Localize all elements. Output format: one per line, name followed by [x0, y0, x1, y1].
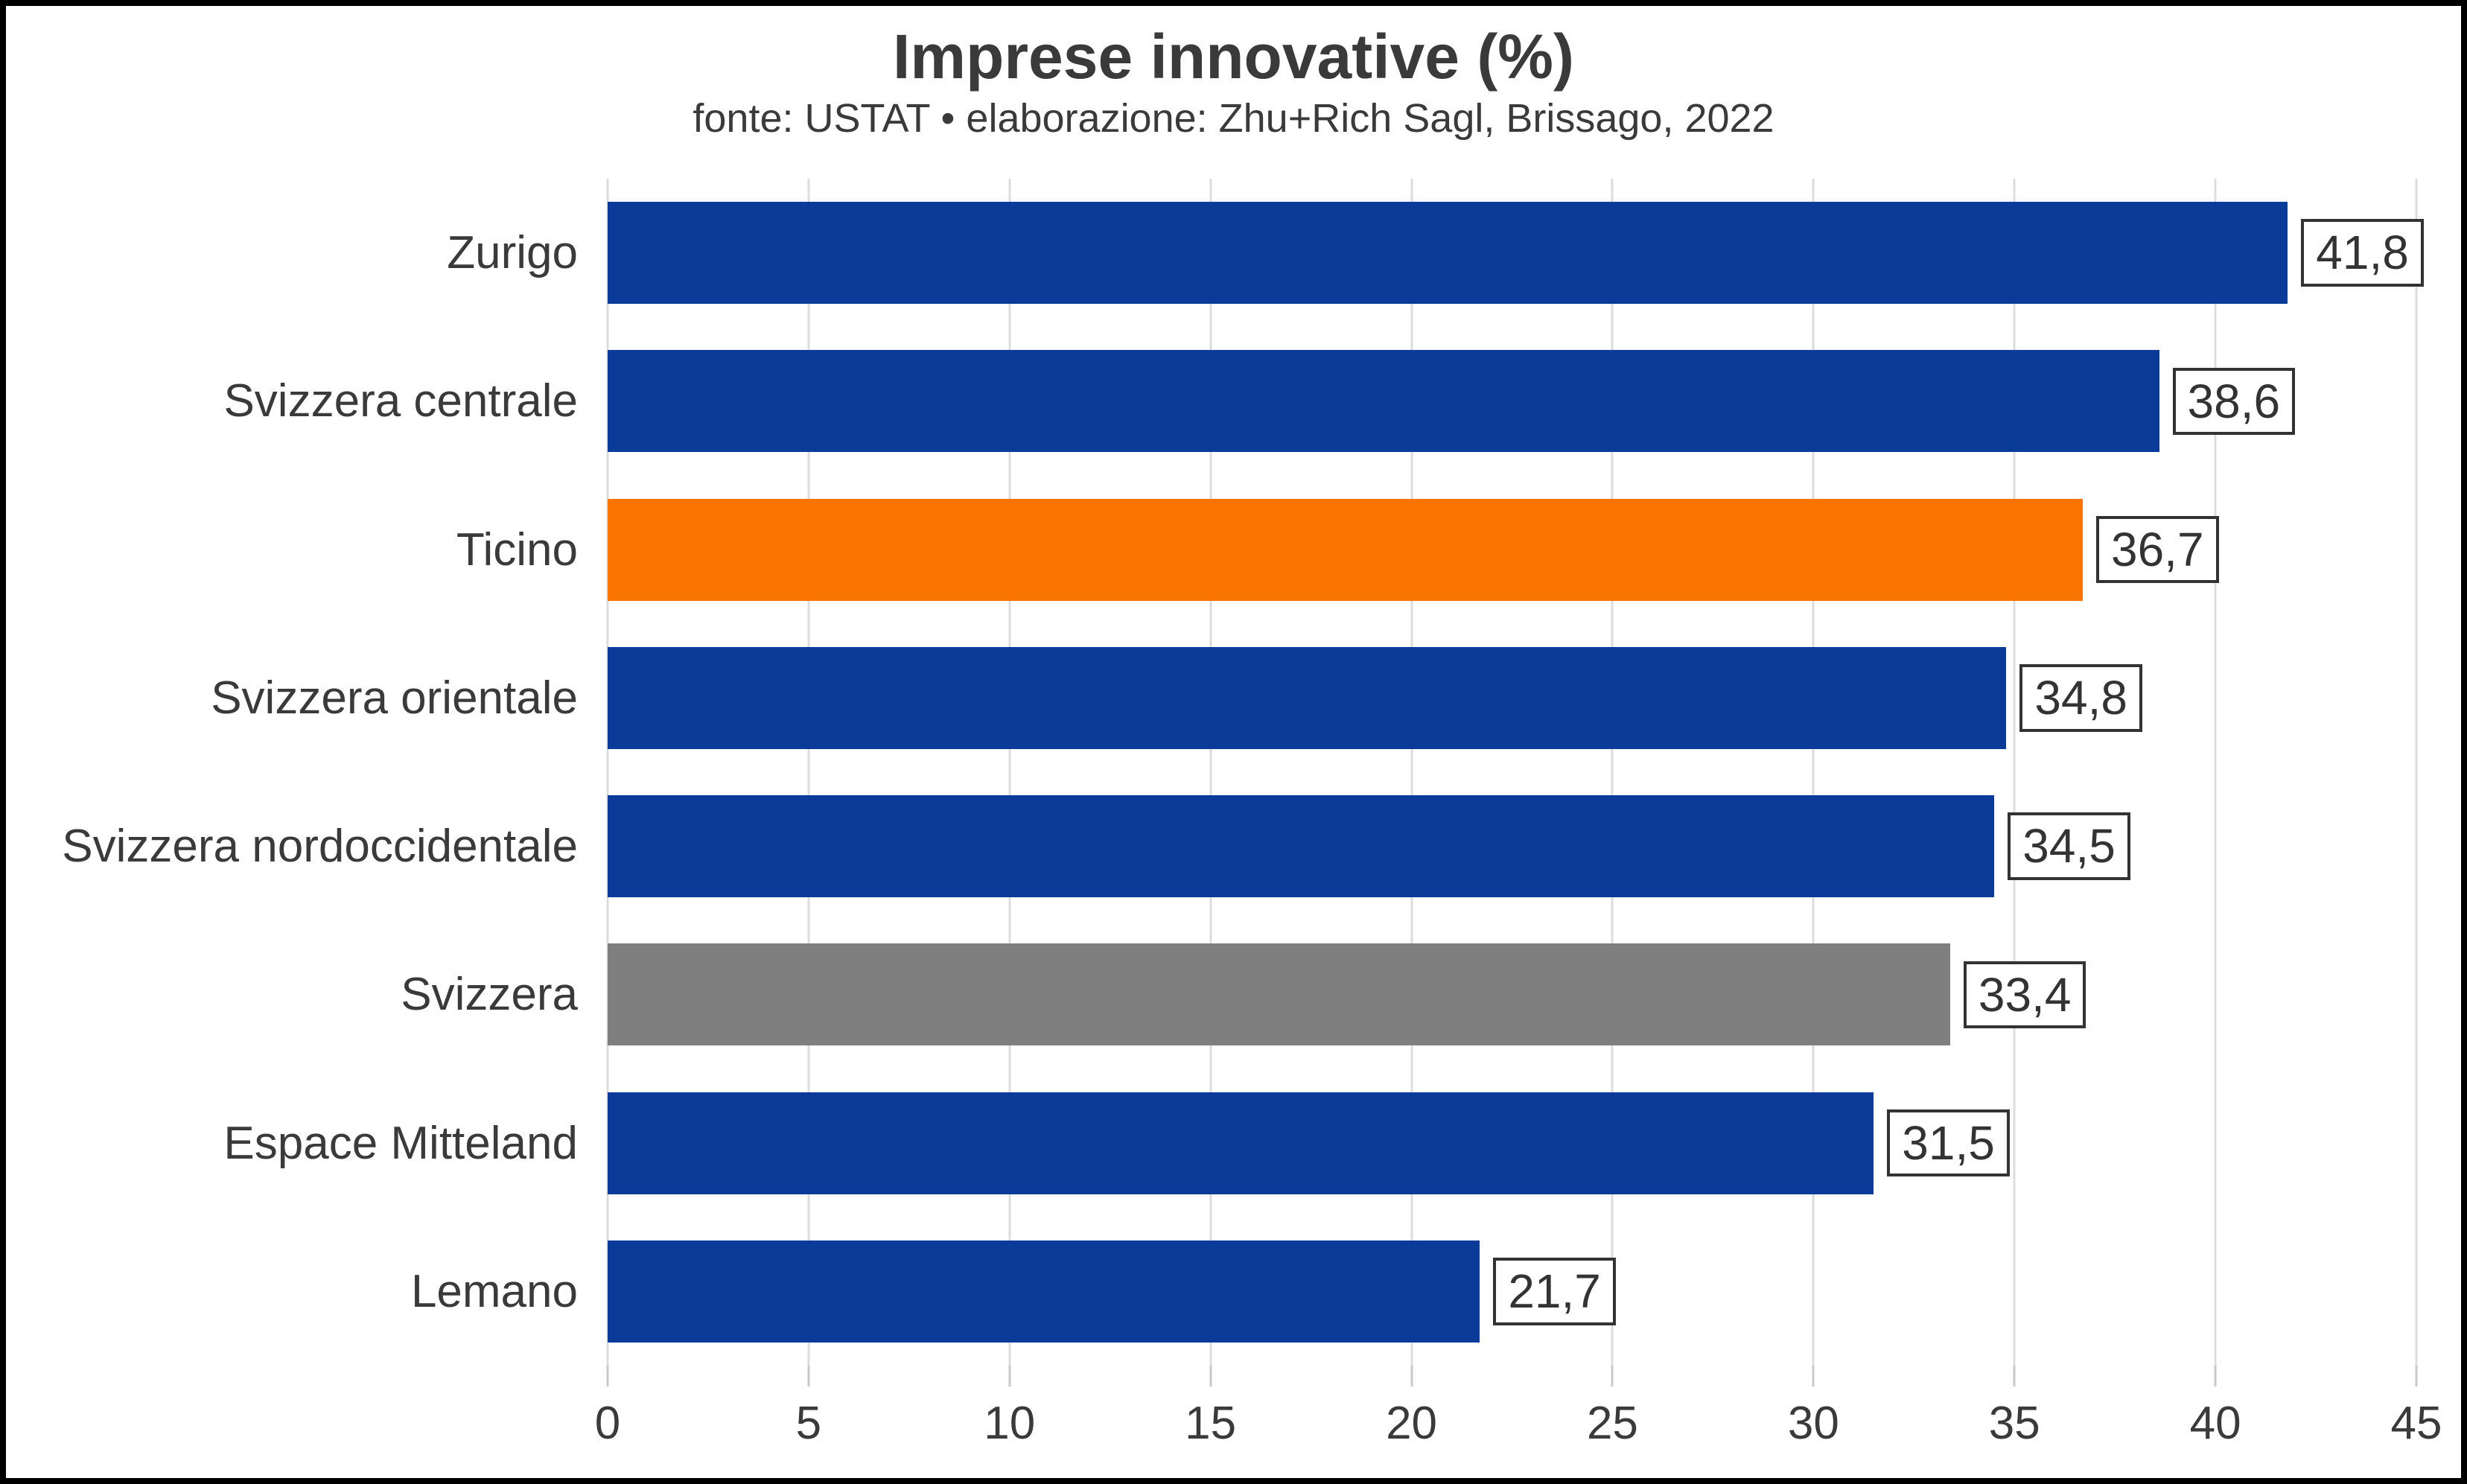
x-tick-45	[2415, 1366, 2418, 1386]
value-label: 31,5	[1887, 1109, 2010, 1177]
bar-espace-mitteland	[608, 1092, 1874, 1194]
category-label: Espace Mitteland	[223, 1117, 578, 1169]
gridline-15	[1209, 179, 1212, 1366]
value-label: 33,4	[1963, 961, 2086, 1029]
category-label: Svizzera orientale	[211, 672, 578, 724]
chart-header: Imprese innovative (%) fonte: USTAT • el…	[6, 24, 2461, 141]
x-tick-15	[1209, 1366, 1212, 1386]
x-tick-label-5: 5	[795, 1398, 822, 1449]
bar-row: 34,8	[608, 624, 2416, 772]
x-tick-5	[807, 1366, 810, 1386]
gridline-10	[1008, 179, 1011, 1366]
x-tick-35	[2013, 1366, 2016, 1386]
category-axis: Zurigo Svizzera centrale Ticino Svizzera or…	[6, 179, 578, 1366]
category-label: Zurigo	[447, 227, 578, 279]
gridline-40	[2214, 179, 2217, 1366]
value-label: 38,6	[2172, 367, 2296, 436]
gridline-30	[1812, 179, 1815, 1366]
x-tick-label-25: 25	[1586, 1398, 1638, 1449]
chart-title: Imprese innovative (%)	[893, 22, 1574, 92]
x-tick-label-35: 35	[1988, 1398, 2040, 1449]
bar-svizzera-nordoccidentale	[608, 795, 1995, 898]
plot-area: 41,8 38,6 36,7 34,8 34,5 33,4 31,5 21,7	[606, 179, 2424, 1366]
bar-row: 41,8	[608, 179, 2424, 327]
gridline-25	[1611, 179, 1614, 1366]
bar-row: 38,6	[608, 327, 2416, 475]
gridline-5	[807, 179, 810, 1366]
x-tick-label-15: 15	[1185, 1398, 1237, 1449]
value-label: 34,8	[2019, 664, 2142, 732]
x-tick-30	[1812, 1366, 1815, 1386]
x-tick-label-40: 40	[2189, 1398, 2241, 1449]
bar-ticino	[608, 498, 2083, 601]
bar-svizzera	[608, 943, 1950, 1046]
category-label: Svizzera centrale	[223, 375, 578, 427]
category-label: Ticino	[456, 523, 578, 576]
x-tick-label-10: 10	[984, 1398, 1036, 1449]
bar-row: 21,7	[608, 1217, 2416, 1366]
value-label: 21,7	[1493, 1258, 1616, 1325]
chart-subtitle: fonte: USTAT • elaborazione: Zhu+Rich Sa…	[693, 96, 1774, 141]
x-tick-label-0: 0	[594, 1398, 621, 1449]
gridline-45	[2415, 179, 2418, 1366]
bar-row: 33,4	[608, 920, 2416, 1069]
x-tick-40	[2214, 1366, 2217, 1386]
x-tick-label-20: 20	[1386, 1398, 1438, 1449]
x-tick-label-30: 30	[1787, 1398, 1839, 1449]
category-label: Lemano	[410, 1265, 578, 1317]
value-label: 36,7	[2095, 515, 2219, 584]
value-label: 34,5	[2008, 812, 2130, 880]
gridline-20	[1410, 179, 1413, 1366]
x-tick-25	[1611, 1366, 1614, 1386]
bar-row: 31,5	[608, 1069, 2416, 1217]
x-tick-20	[1410, 1366, 1413, 1386]
bar-row: 36,7	[608, 476, 2416, 624]
x-axis: 0 5 10 15 20 25 30 35 40 45	[595, 1366, 2442, 1477]
bar-row: 34,5	[608, 772, 2416, 920]
gridline-0	[606, 179, 609, 1366]
bar-lemano	[608, 1240, 1480, 1343]
value-label: 41,8	[2301, 219, 2424, 287]
gridline-35	[2013, 179, 2016, 1366]
category-label: Svizzera	[401, 969, 578, 1021]
bar-zurigo	[608, 202, 2288, 305]
bar-svizzera-centrale	[608, 350, 2159, 453]
x-tick-10	[1008, 1366, 1011, 1386]
bar-svizzera-orientale	[608, 646, 2007, 749]
x-tick-label-45: 45	[2390, 1398, 2442, 1449]
category-label: Svizzera nordoccidentale	[62, 821, 578, 873]
x-tick-0	[606, 1366, 609, 1386]
